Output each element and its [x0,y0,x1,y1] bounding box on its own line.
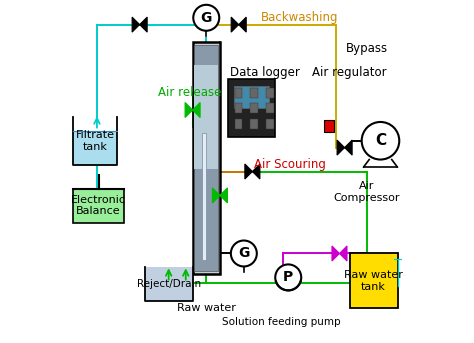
Text: Air
Compressor: Air Compressor [334,181,400,203]
Text: Backwashing: Backwashing [261,11,338,24]
Polygon shape [220,188,228,203]
Bar [234,86,269,108]
Text: Air regulator: Air regulator [312,66,387,79]
Bar [228,79,274,137]
Bar [73,189,124,223]
Text: Filtrate
tank: Filtrate tank [76,130,115,152]
Polygon shape [132,17,140,32]
Polygon shape [245,164,252,179]
Bar [235,103,242,114]
Bar [250,119,258,129]
Text: Bypass: Bypass [346,42,388,55]
Bar [324,120,334,132]
Circle shape [275,264,301,291]
Bar [235,88,242,98]
Polygon shape [140,17,147,32]
Text: Air Scouring: Air Scouring [254,158,326,171]
Text: Reject/Drain: Reject/Drain [137,279,201,289]
Text: Solution feeding pump: Solution feeding pump [222,317,341,327]
Text: Data logger: Data logger [230,66,300,79]
Polygon shape [212,188,220,203]
Bar [192,42,220,274]
Polygon shape [239,17,246,32]
Polygon shape [192,103,200,118]
Polygon shape [337,140,345,155]
Text: Air release: Air release [158,86,222,99]
Text: G: G [201,11,212,25]
Text: Electronic
Balance: Electronic Balance [71,195,126,216]
Text: Raw water: Raw water [177,303,236,313]
Bar [250,88,258,98]
Polygon shape [252,164,260,179]
Bar [145,267,192,301]
Bar [266,119,273,129]
Bar [350,253,398,308]
Bar [235,119,242,129]
Bar [194,65,218,169]
Bar [194,45,218,271]
Circle shape [231,240,257,267]
Bar [202,132,206,260]
Text: Raw water
tank: Raw water tank [344,270,403,292]
Polygon shape [345,140,352,155]
Circle shape [362,122,399,159]
Text: G: G [238,247,249,260]
Bar [266,88,273,98]
Polygon shape [339,246,347,261]
Polygon shape [332,246,339,261]
Polygon shape [185,103,192,118]
Polygon shape [231,17,239,32]
Bar [73,131,118,165]
Bar [250,103,258,114]
Text: P: P [283,270,293,284]
Circle shape [193,5,219,31]
Text: C: C [375,133,386,148]
Bar [266,103,273,114]
